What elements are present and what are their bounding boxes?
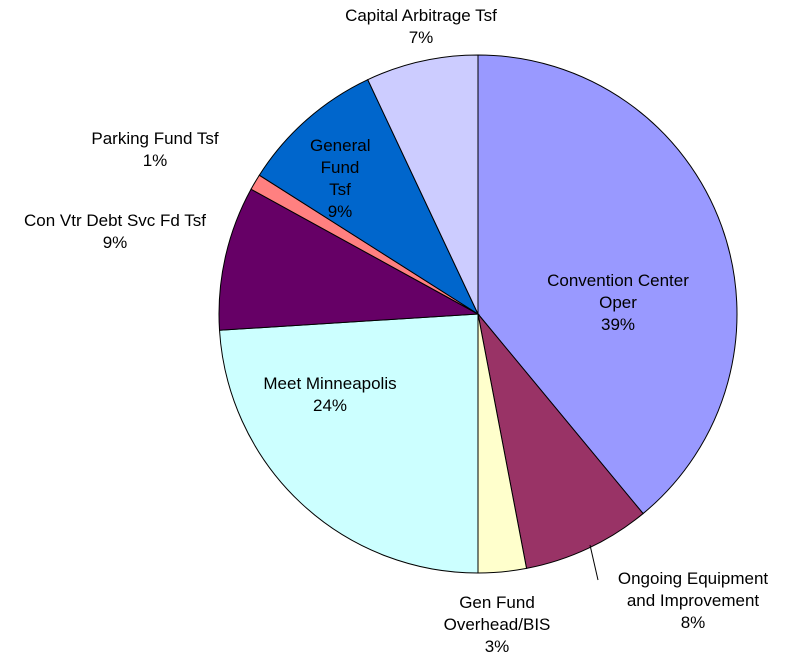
slice-label: Ongoing Equipment and Improvement 8% xyxy=(604,568,782,634)
pie-slice xyxy=(367,54,479,315)
value-label: 39% xyxy=(600,315,636,334)
value-label: 7% xyxy=(408,28,434,47)
value-label: 9% xyxy=(327,202,353,221)
value-label: 3% xyxy=(484,637,510,656)
category-label: Capital Arbitrage Tsf xyxy=(345,6,497,25)
slice-label: Con Vtr Debt Svc Fd Tsf 9% xyxy=(10,210,220,254)
category-label: Parking Fund Tsf xyxy=(91,129,219,148)
slice-label: Meet Minneapolis 24% xyxy=(230,373,430,417)
value-label: 8% xyxy=(680,613,706,632)
leader-line xyxy=(589,544,599,581)
value-label: 1% xyxy=(142,151,168,170)
pie-slice xyxy=(477,54,738,515)
category-label: General Fund Tsf xyxy=(310,136,371,199)
slice-label: Parking Fund Tsf 1% xyxy=(65,128,245,172)
slice-label: Convention Center Oper 39% xyxy=(533,270,703,336)
pie-slice xyxy=(477,313,644,569)
category-label: Gen Fund Overhead/BIS xyxy=(443,593,551,634)
value-label: 9% xyxy=(102,233,128,252)
pie-slice xyxy=(258,78,480,316)
pie-slice xyxy=(218,188,480,331)
category-label: Ongoing Equipment and Improvement xyxy=(617,569,769,610)
category-label: Con Vtr Debt Svc Fd Tsf xyxy=(23,211,207,230)
pie-slice xyxy=(218,313,479,574)
slice-label: General Fund Tsf 9% xyxy=(310,135,370,223)
category-label: Convention Center Oper xyxy=(547,271,689,312)
slice-label: Gen Fund Overhead/BIS 3% xyxy=(437,592,557,658)
category-label: Meet Minneapolis xyxy=(263,374,397,393)
value-label: 24% xyxy=(312,396,348,415)
slice-label: Capital Arbitrage Tsf 7% xyxy=(311,5,531,49)
